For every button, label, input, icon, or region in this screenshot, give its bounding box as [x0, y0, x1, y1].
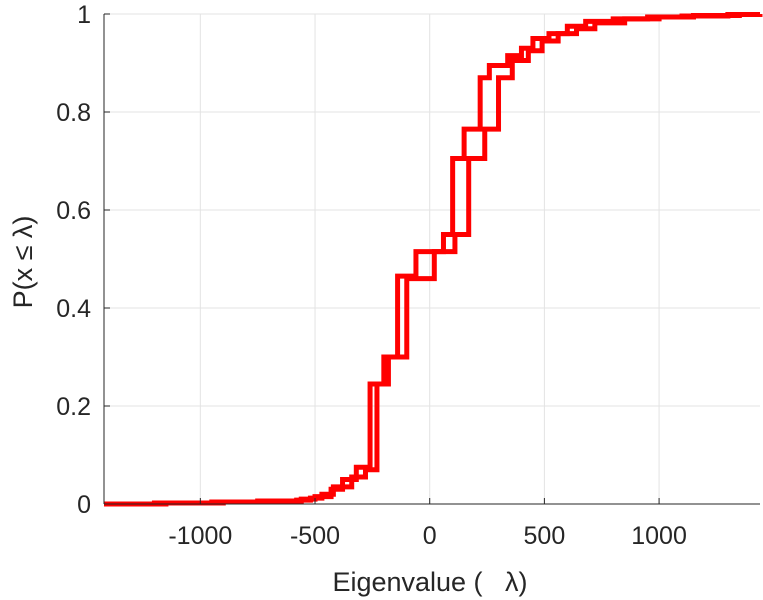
x-axis-title: Eigenvalue ( λ) [332, 567, 527, 597]
y-tick-label-3: 0.6 [56, 197, 91, 225]
y-tick-label-5: 1 [77, 1, 91, 29]
x-tick-label-1: -500 [290, 522, 340, 550]
tick-labels: -1000 -500 0 500 1000 0 0.2 0.4 0.6 0.8 1 [56, 1, 687, 550]
x-tick-label-4: 1000 [631, 522, 687, 550]
x-tick-label-3: 500 [524, 522, 566, 550]
y-tick-label-0: 0 [77, 491, 91, 519]
y-tick-label-4: 0.8 [56, 99, 91, 127]
x-tick-label-2: 0 [423, 522, 437, 550]
cdf-series-line-2 [104, 11, 763, 507]
y-axis-title: P(x ≤ λ) [8, 216, 38, 309]
y-tick-label-2: 0.4 [56, 295, 91, 323]
x-tick-label-0: -1000 [168, 522, 232, 550]
y-tick-label-1: 0.2 [56, 393, 91, 421]
series-layer [104, 11, 763, 507]
axes [103, 13, 760, 505]
